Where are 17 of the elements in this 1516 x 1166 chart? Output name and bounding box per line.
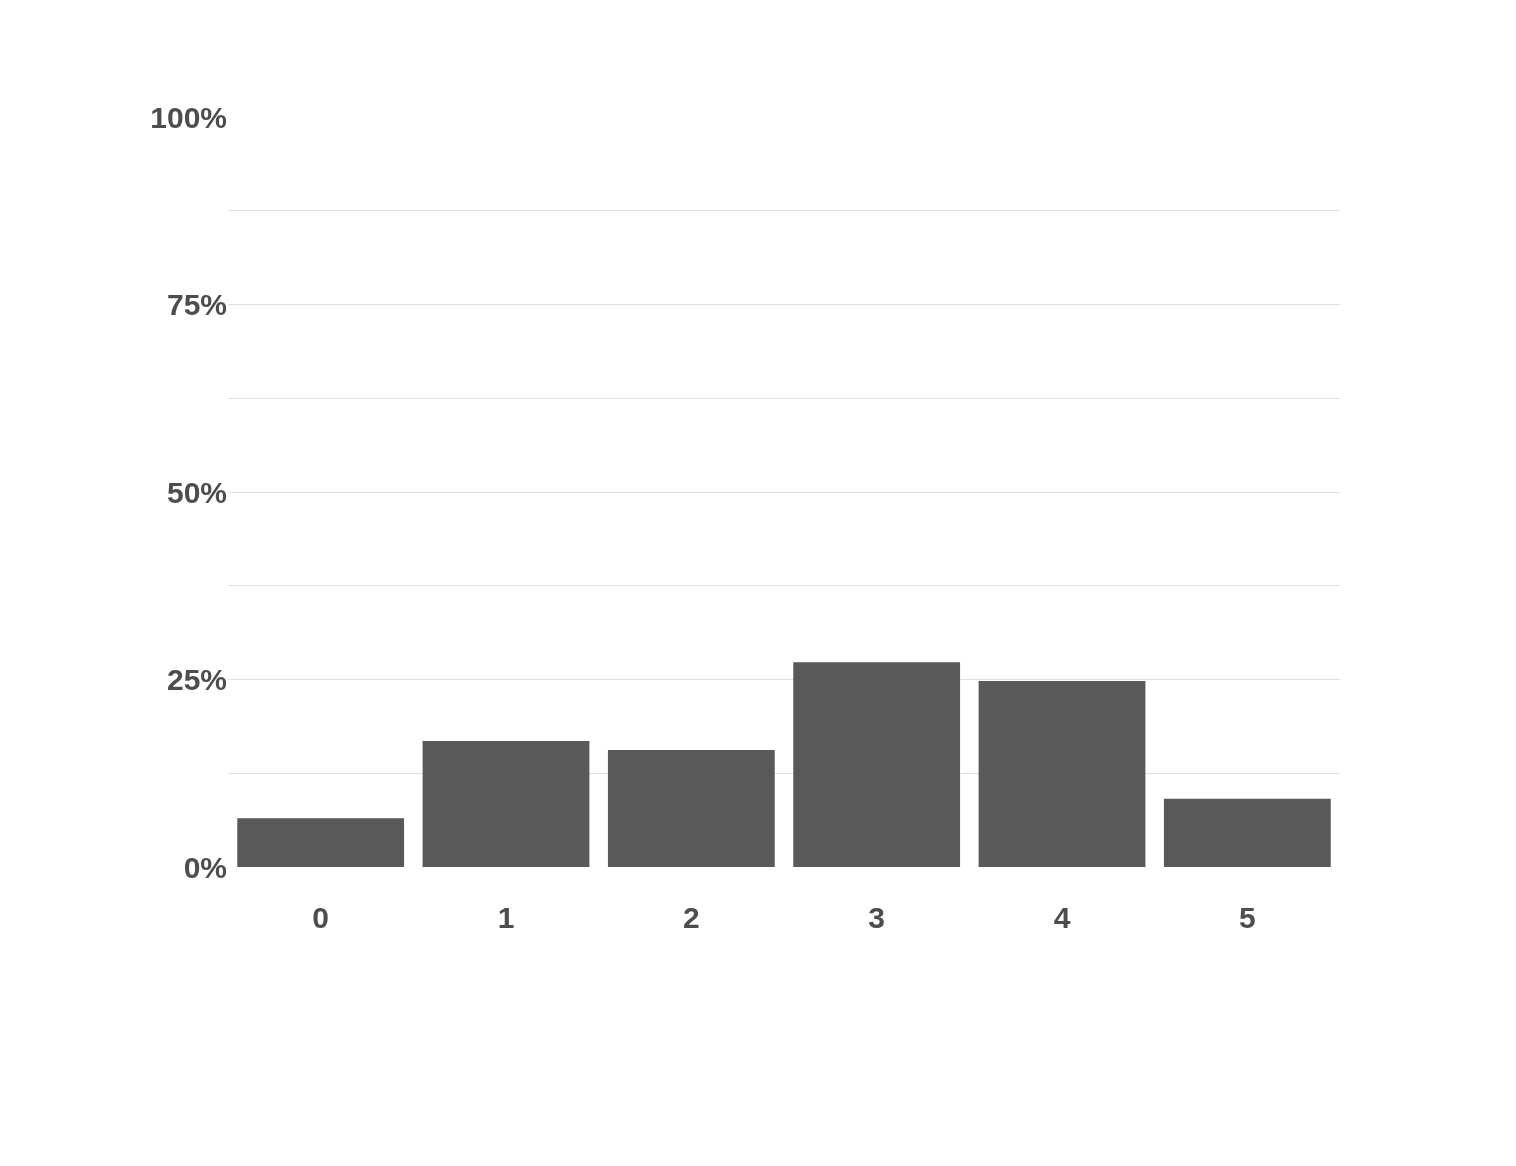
y-tick-label: 0% [183, 850, 227, 884]
y-tick-label: 75% [166, 288, 227, 321]
bar [607, 750, 775, 867]
y-tick-label: 100% [150, 100, 227, 134]
bar [422, 741, 590, 867]
y-tick-label: 50% [166, 475, 227, 509]
x-tick-label: 1 [497, 901, 515, 934]
x-tick-label: 3 [868, 901, 886, 934]
x-tick-label: 5 [1238, 901, 1256, 934]
x-tick-label: 0 [312, 901, 330, 934]
bar [978, 681, 1146, 867]
y-tick-label: 25% [166, 663, 227, 696]
x-tick-label: 2 [682, 901, 700, 934]
bar [237, 818, 405, 867]
bar [793, 662, 961, 867]
bar [1163, 798, 1331, 867]
x-tick-label: 4 [1053, 901, 1071, 934]
